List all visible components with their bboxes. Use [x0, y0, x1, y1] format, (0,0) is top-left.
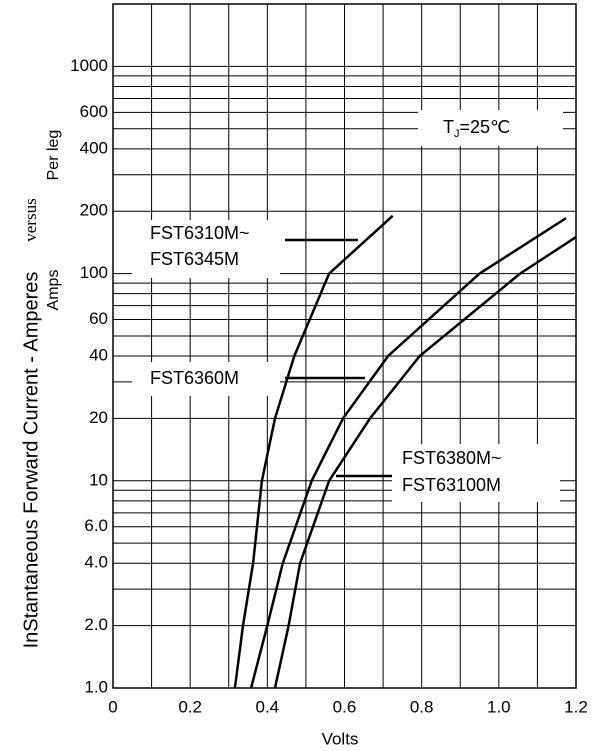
- y-tick-label: 1000: [70, 56, 108, 75]
- x-axis-label: Volts: [322, 729, 359, 748]
- y-axis-label-amps: Amps: [45, 270, 62, 311]
- y-tick-label: 1.0: [84, 677, 108, 696]
- x-tick-label: 0.2: [178, 697, 202, 716]
- y-tick-label: 40: [89, 346, 108, 365]
- curve: [233, 214, 394, 689]
- annotation-part: T: [443, 117, 454, 137]
- x-tick-label: 0: [108, 697, 117, 716]
- x-tick-label: 0.8: [410, 697, 434, 716]
- y-tick-label: 4.0: [84, 553, 108, 572]
- legend-label: FST63100M: [402, 475, 501, 495]
- curve: [249, 217, 567, 689]
- plot-frame: [112, 3, 577, 689]
- y-axis-label-versus: versus: [21, 198, 40, 241]
- y-tick-label: 20: [89, 408, 108, 427]
- y-tick-label: 60: [89, 309, 108, 328]
- y-tick-label: 200: [80, 201, 108, 220]
- annotation: TJ=25℃: [443, 117, 510, 140]
- annotation-background: [418, 110, 563, 146]
- y-tick-label: 100: [80, 263, 108, 282]
- y-tick-label: 6.0: [84, 516, 108, 535]
- x-tick-label: 1.2: [564, 697, 588, 716]
- y-tick-label: 10: [89, 470, 108, 489]
- annotation-part: J: [454, 128, 460, 140]
- annotation-part: =25℃: [460, 117, 511, 137]
- y-tick-label: 600: [80, 102, 108, 121]
- label-background: [132, 362, 280, 396]
- y-axis-label-main: InStantaneous Forward Current - Amperes: [20, 272, 42, 649]
- x-tick-label: 0.4: [256, 697, 280, 716]
- curve: [273, 236, 577, 689]
- label-background: [392, 444, 560, 502]
- y-axis-label: InStantaneous Forward Current - Amperes …: [20, 130, 62, 649]
- x-tick-label: 0.6: [333, 697, 357, 716]
- y-tick-label: 400: [80, 138, 108, 157]
- y-axis-label-per-leg: Per leg: [45, 130, 62, 181]
- x-tick-label: 1.0: [487, 697, 511, 716]
- legend-label: FST6310M~: [150, 223, 250, 243]
- legend-label: FST6380M~: [402, 448, 502, 468]
- legend-label: FST6360M: [150, 368, 239, 388]
- y-tick-label: 2.0: [84, 615, 108, 634]
- label-background: [132, 220, 280, 278]
- legend-label: FST6345M: [150, 249, 239, 269]
